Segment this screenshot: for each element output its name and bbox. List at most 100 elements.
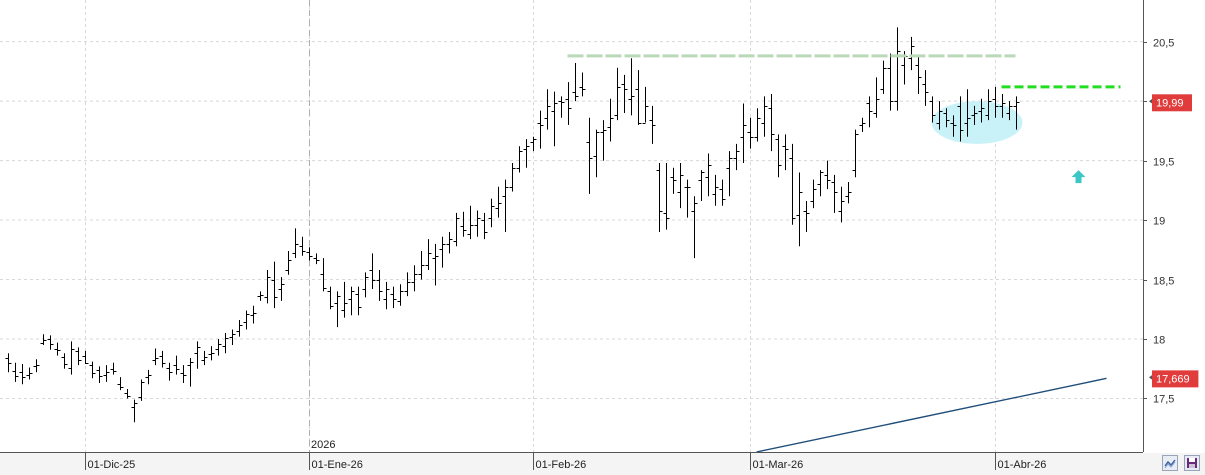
ohlc-bar <box>89 361 96 379</box>
ohlc-bar <box>600 120 607 161</box>
ohlc-bar <box>75 347 82 366</box>
ohlc-bar <box>628 58 635 116</box>
ohlc-bar <box>971 105 978 125</box>
zoom-fit-button[interactable] <box>1162 455 1178 471</box>
y-tick-label: 19,5 <box>1153 157 1174 169</box>
ohlc-bar <box>544 89 551 130</box>
ohlc-bar <box>243 310 250 330</box>
ohlc-bar <box>397 284 404 306</box>
save-button[interactable] <box>1184 455 1200 471</box>
ohlc-bar <box>831 174 838 213</box>
ohlc-bar <box>887 53 894 111</box>
grid-lines <box>0 0 1143 452</box>
ohlc-bar <box>642 86 649 124</box>
y-tick-label: 20,5 <box>1153 38 1174 50</box>
ohlc-bar <box>726 151 733 197</box>
ohlc-bar <box>649 105 656 144</box>
ohlc-bar <box>439 236 446 268</box>
ohlc-bar <box>859 117 866 133</box>
ohlc-bar <box>747 117 754 149</box>
ohlc-bar <box>712 174 719 206</box>
ohlc-bar <box>894 27 901 111</box>
ohlc-bar <box>537 110 544 149</box>
x-tick-label: 01-Feb-26 <box>536 459 587 471</box>
ohlc-bar <box>12 362 19 382</box>
ohlc-bar <box>292 228 299 259</box>
ohlc-bar <box>152 348 159 366</box>
ohlc-bar <box>180 365 187 384</box>
ohlc-bar <box>215 339 222 356</box>
price-tag <box>1152 370 1199 388</box>
ohlc-bar <box>285 250 292 275</box>
y-tick-label: 18 <box>1153 335 1165 347</box>
ohlc-bar <box>579 72 586 97</box>
ohlc-bar <box>460 211 467 237</box>
x-axis-band <box>0 453 1205 475</box>
ohlc-bar <box>47 335 54 350</box>
ohlc-bar <box>208 346 215 361</box>
ohlc-bar <box>817 170 824 197</box>
ohlc-bar <box>1013 96 1020 130</box>
ohlc-bar <box>299 236 306 256</box>
ohlc-bar <box>866 96 873 128</box>
ohlc-bar <box>502 179 509 232</box>
save-disk-icon <box>1187 458 1197 468</box>
ohlc-bar <box>418 250 425 280</box>
ohlc-bar <box>159 350 166 368</box>
ohlc-bar <box>761 96 768 137</box>
ohlc-bar <box>964 89 971 137</box>
ohlc-bar <box>684 179 691 218</box>
ohlc-bar <box>453 212 460 247</box>
ohlc-bar <box>355 286 362 316</box>
ohlc-bar <box>558 96 565 118</box>
ohlc-bar <box>719 179 726 206</box>
ohlc-bar <box>145 369 152 385</box>
ohlc-bar <box>103 365 110 382</box>
ohlc-bar <box>929 96 936 123</box>
ohlc-bar <box>411 265 418 292</box>
y-tick-label: 17,5 <box>1153 394 1174 406</box>
ohlc-bar <box>432 243 439 286</box>
ohlc-bar <box>516 146 523 173</box>
x-tick-label: 01-Abr-26 <box>998 459 1047 471</box>
y-tick-label: 18,5 <box>1153 276 1174 288</box>
ohlc-bar <box>404 272 411 297</box>
ohlc-bar <box>936 101 943 130</box>
x-tick-label: 01-Ene-26 <box>312 459 363 471</box>
ohlc-bar <box>54 342 61 356</box>
ohlc-bar <box>320 258 327 292</box>
ohlc-bar <box>1006 101 1013 121</box>
moving-average-layer <box>756 377 1107 453</box>
ohlc-bar <box>656 162 663 232</box>
ohlc-bar <box>481 212 488 240</box>
ohlc-bar <box>908 36 915 71</box>
ohlc-bar <box>705 153 712 197</box>
ohlc-bar <box>838 186 845 223</box>
ohlc-bar <box>271 261 278 309</box>
ohlc-bar <box>390 286 397 309</box>
ohlc-bar <box>852 129 859 178</box>
ohlc-bar <box>341 281 348 318</box>
ohlc-bar <box>880 60 887 94</box>
ohlc-bar <box>264 270 271 304</box>
ohlc-bar <box>978 98 985 123</box>
ohlc-bar <box>124 388 131 399</box>
ohlc-bar <box>922 70 929 106</box>
ohlc-bar <box>950 115 957 137</box>
ohlc-bar <box>845 181 852 204</box>
ohlc-bar <box>194 341 201 369</box>
ohlc-bar <box>915 55 922 94</box>
ohlc-bar <box>698 170 705 202</box>
ohlc-bar <box>530 136 537 152</box>
ohlc-bar <box>117 377 124 391</box>
ohlc-bar <box>565 82 572 125</box>
ohlc-bar <box>810 179 817 209</box>
ohlc-bar <box>614 67 621 121</box>
ohlc-bar <box>187 358 194 387</box>
ohlc-bar <box>362 272 369 298</box>
ohlc-bar <box>250 305 257 324</box>
ohlc-bar <box>138 379 145 401</box>
